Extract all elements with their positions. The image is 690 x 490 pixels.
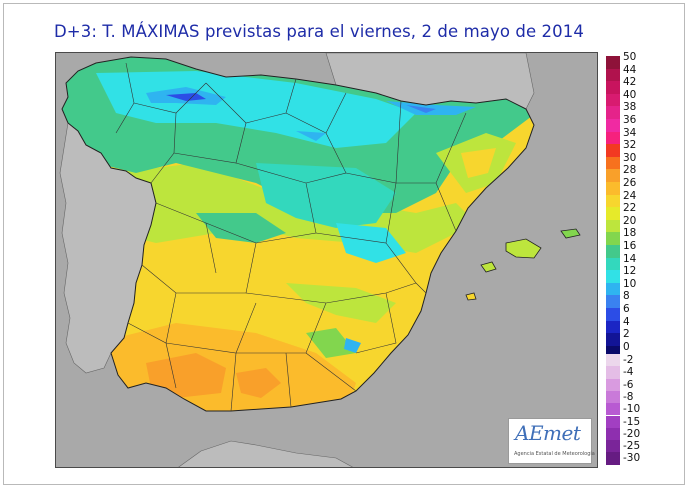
legend-label: 18 [623,227,637,240]
legend-swatch [606,106,620,119]
temperature-map-graphic [59,53,581,467]
legend-swatch-negative [606,378,620,391]
legend-label: 8 [623,290,630,303]
legend-label: 42 [623,76,637,89]
legend-swatch [606,169,620,182]
aemet-subtitle: Agencia Estatal de Meteorología [514,451,595,457]
legend-label: 38 [623,101,637,114]
image-frame [3,3,685,485]
province-borders [115,62,467,412]
legend-label: 2 [623,328,630,341]
legend-swatch-negative [606,366,620,379]
legend-swatch-negative [606,427,620,441]
legend-label: 22 [623,202,637,215]
legend-label: 40 [623,88,637,101]
legend-label-negative: -2 [623,354,634,366]
aemet-wordmark: AEmet [515,421,581,445]
legend-label-negative: -20 [623,427,641,440]
legend-swatch [606,308,620,321]
legend-swatch-negative [606,452,620,465]
legend-swatch [606,219,620,233]
legend-label: 10 [623,277,637,290]
mallorca [505,238,542,259]
formentera [465,292,477,301]
map-title: D+3: T. MÁXIMAS previstas para el vierne… [54,22,584,41]
legend-swatch [606,333,620,346]
legend-swatch [606,81,620,94]
legend-label: 34 [623,126,637,139]
legend-label-negative: -4 [623,366,634,379]
legend-label: 16 [623,240,637,252]
legend-label: 0 [623,340,630,353]
legend-swatch-negative [606,440,620,453]
legend-swatch [606,194,620,208]
legend-label: 44 [623,63,637,76]
legend-swatch [606,282,620,296]
legend-label-negative: -15 [623,415,641,428]
legend-label-negative: -6 [623,378,634,391]
legend-swatch-negative [606,403,620,416]
legend-label: 36 [623,114,637,126]
legend-label: 6 [623,303,630,315]
temperature-legend: 50 44 42 40 38 36 34 32 30 28 26 24 22 20 18 16 14 12 10 8 6… [606,52,666,468]
aemet-wordmark-text: AEmet [515,421,581,445]
legend-swatch-negative [606,390,620,404]
legend-swatch [606,232,620,245]
spain-outline [61,56,535,412]
legend-swatch [606,131,620,145]
legend-label: 30 [623,151,637,164]
menorca [560,228,581,239]
legend-swatch [606,207,620,220]
aemet-logo: AEmet Agencia Estatal de Meteorología [508,418,595,464]
legend-label: 32 [623,139,637,152]
legend-swatch [606,56,620,69]
legend-swatch-negative [606,415,620,428]
legend-label-negative: -30 [623,452,641,465]
legend-swatch [606,144,620,157]
legend-swatch [606,68,620,82]
legend-swatch [606,119,620,132]
legend-swatch [606,295,620,308]
legend-swatch [606,156,620,170]
legend-swatch [606,320,620,334]
temperature-map [55,52,598,468]
legend-label-negative: -25 [623,440,641,453]
legend-label: 20 [623,214,637,227]
legend-label: 14 [623,252,637,265]
legend-label: 26 [623,177,637,189]
legend-label-negative: -8 [623,390,634,403]
legend-label: 12 [623,265,637,278]
legend-swatch [606,182,620,195]
legend-swatch [606,93,620,107]
legend-label-negative: -10 [623,403,641,416]
legend-swatch [606,270,620,283]
legend-label: 50 [623,51,637,63]
legend-swatch-negative [606,354,620,367]
legend-swatch [606,245,620,258]
legend-label: 24 [623,189,637,202]
legend-label: 4 [623,315,630,328]
africa-area [178,440,353,467]
ibiza [480,261,497,273]
legend-swatch [606,257,620,271]
legend-label: 28 [623,164,637,177]
